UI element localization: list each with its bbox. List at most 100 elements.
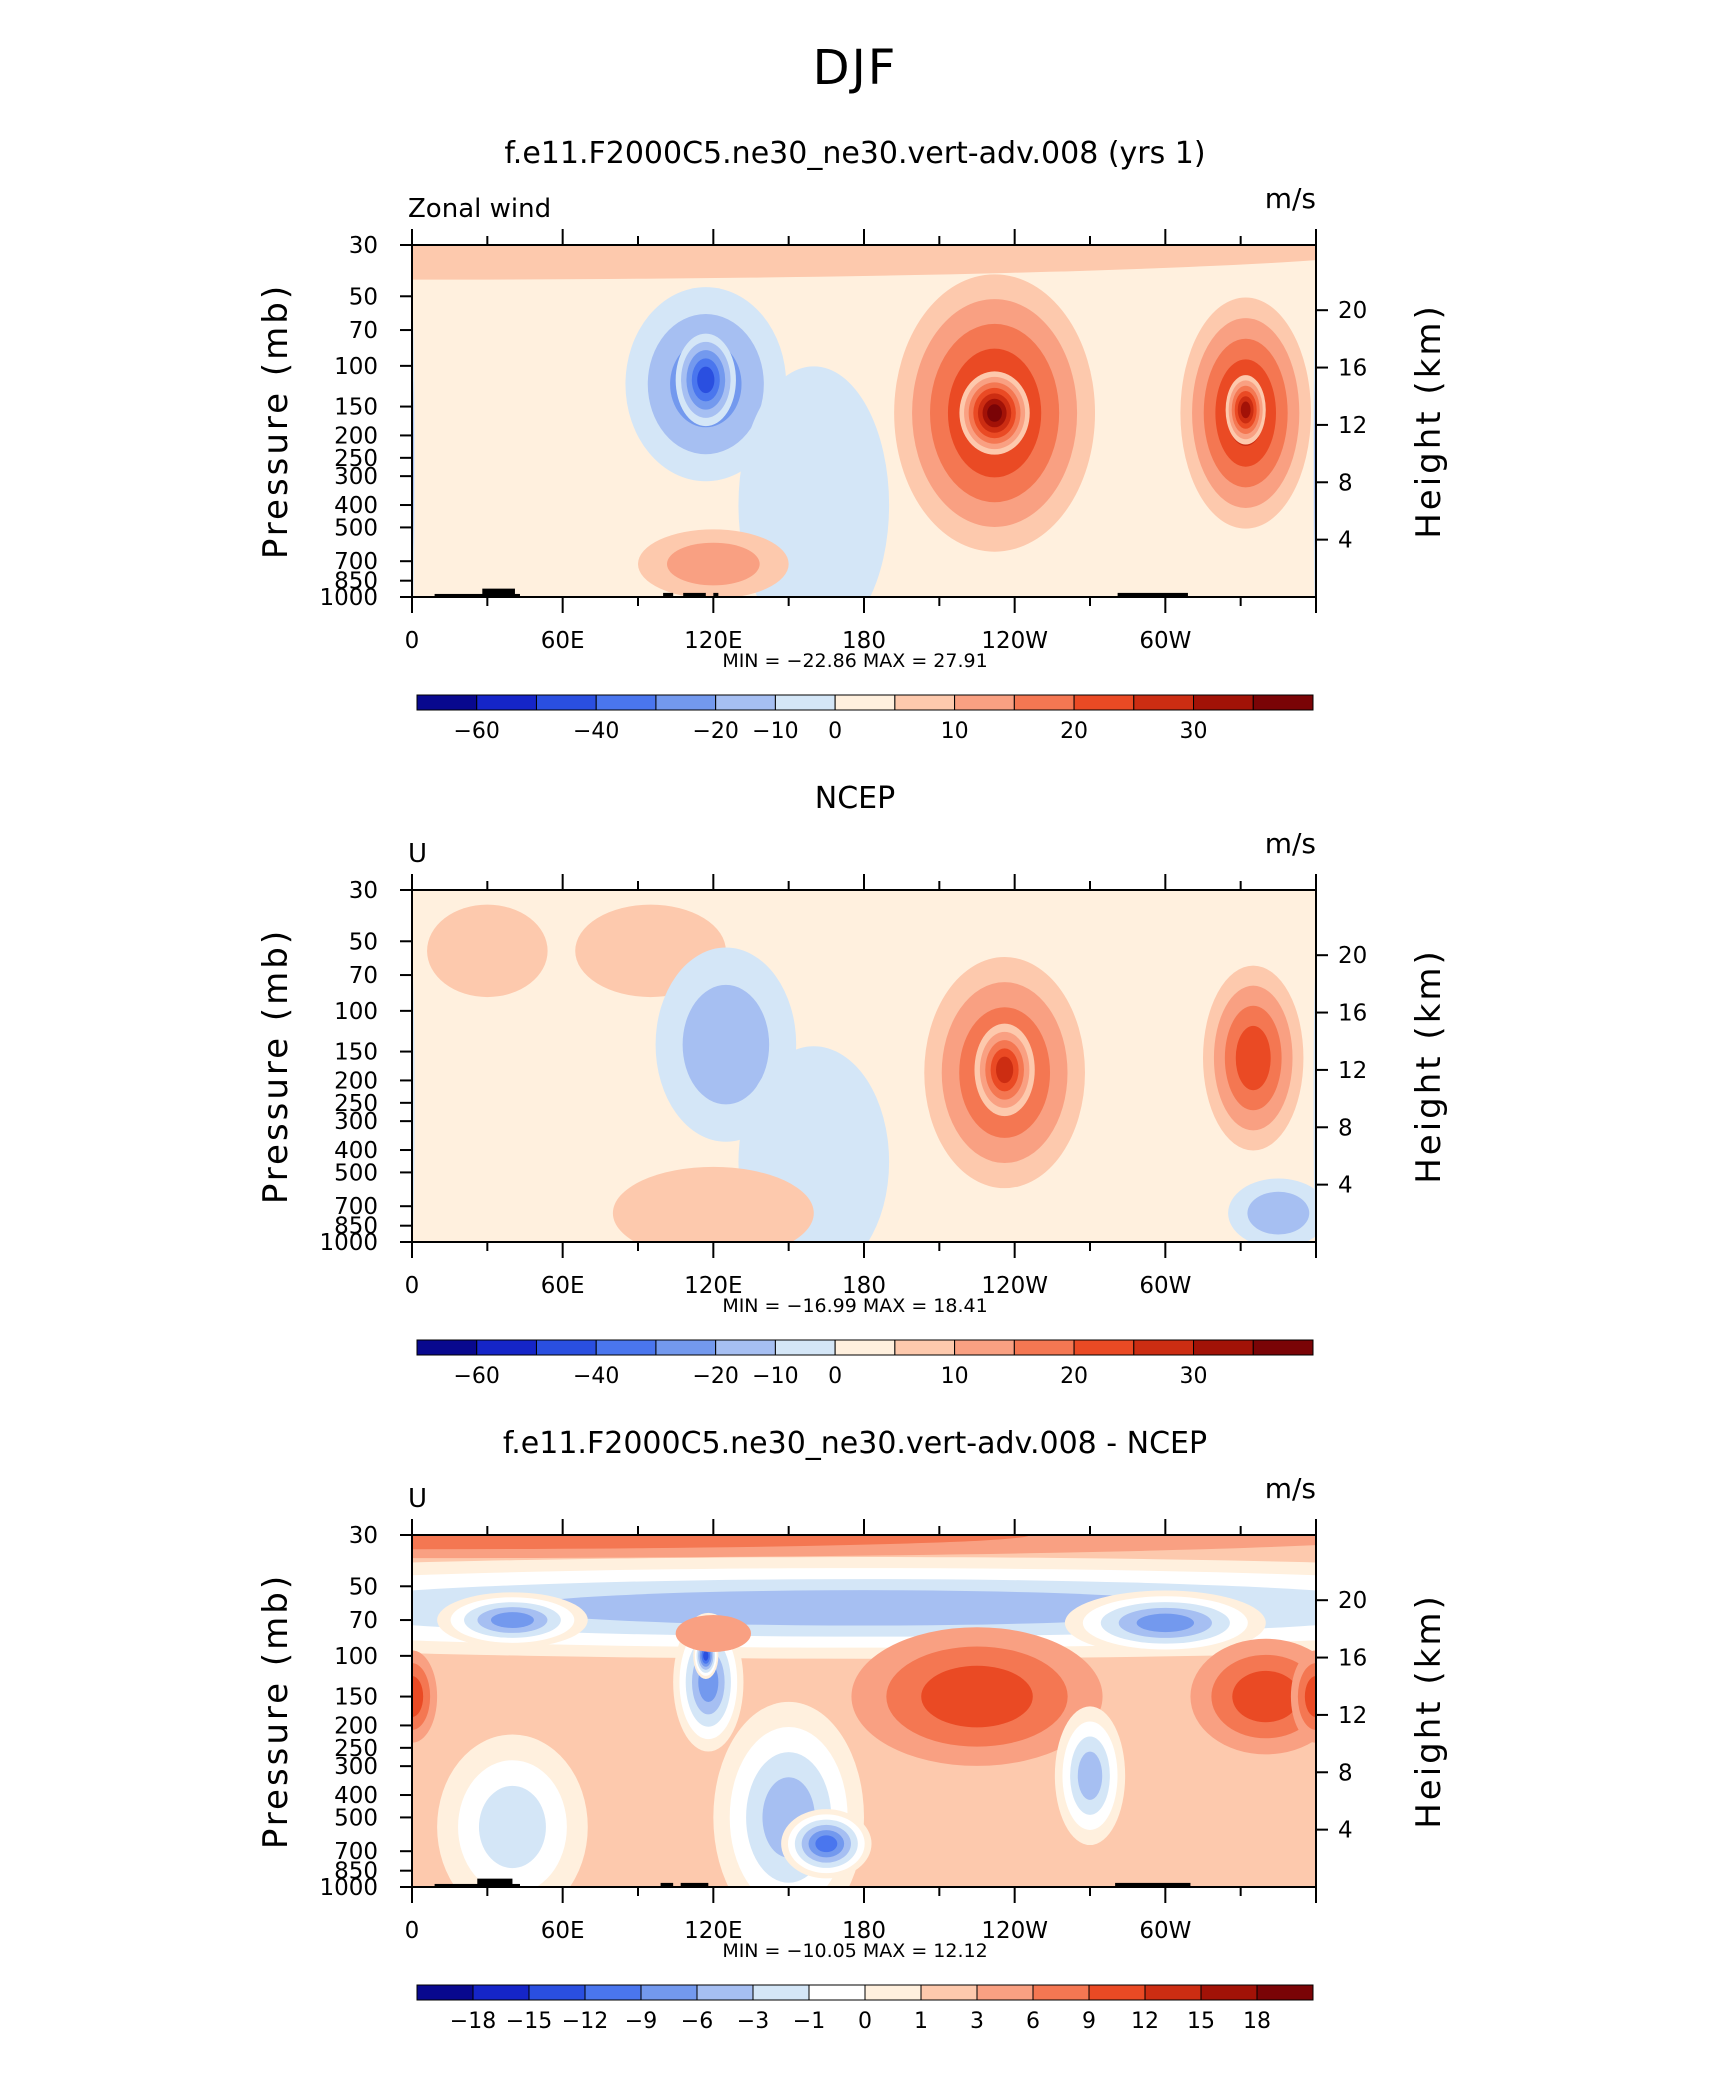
- colorbar-swatch: [1088, 1984, 1146, 2001]
- panel-title: NCEP: [815, 781, 895, 816]
- colorbar-swatch: [808, 1984, 866, 2001]
- colorbar-label: −12: [562, 2009, 608, 2034]
- main-title: DJF: [812, 40, 898, 96]
- y2-tick-label: 8: [1338, 1760, 1353, 1786]
- colorbar-swatch: [416, 694, 478, 711]
- y-tick-label: 500: [334, 1805, 378, 1831]
- min-max-stats: MIN = −10.05 MAX = 12.12: [722, 1940, 987, 1962]
- y-tick-label: 500: [334, 515, 378, 541]
- colorbar-swatch: [476, 1339, 537, 1356]
- colorbar-label: −9: [625, 2009, 657, 2034]
- colorbar-swatch: [1252, 694, 1314, 711]
- y-tick-label: 400: [334, 1138, 378, 1164]
- y-tick-label: 250: [334, 446, 378, 472]
- y-tick-label: 50: [349, 284, 378, 310]
- colorbar-swatch: [1200, 1984, 1258, 2001]
- y2-tick-label: 20: [1338, 298, 1367, 324]
- min-max-stats: MIN = −16.99 MAX = 18.41: [722, 1295, 987, 1317]
- panel-3: f.e11.F2000C5.ne30_ne30.vert-adv.008 - N…: [256, 1426, 1449, 2034]
- y2-tick-label: 20: [1338, 1588, 1367, 1614]
- colorbar-label: 0: [828, 719, 842, 744]
- colorbar-swatch: [472, 1984, 530, 2001]
- contour-field: [412, 1535, 1316, 1887]
- colorbar-label: −40: [573, 719, 619, 744]
- y-tick-label: 700: [334, 1194, 378, 1220]
- topography-mask: [663, 592, 674, 597]
- colorbar-label: 1: [914, 2009, 928, 2034]
- colorbar-swatch: [1013, 1339, 1075, 1356]
- y2-tick-label: 20: [1338, 943, 1367, 969]
- contour-region: [996, 1056, 1014, 1084]
- y-tick-label: 300: [334, 464, 378, 490]
- contour-region: [703, 1650, 709, 1661]
- units-label: m/s: [1265, 1472, 1316, 1505]
- y2-axis-title: Height (km): [1409, 303, 1449, 539]
- colorbar-label: −3: [737, 2009, 769, 2034]
- x-tick-label: 60E: [541, 1273, 585, 1299]
- colorbar-label: −20: [692, 719, 738, 744]
- contour-region: [412, 245, 1316, 280]
- x-tick-label: 120E: [684, 1918, 742, 1944]
- colorbar-swatch: [528, 1984, 586, 2001]
- units-label: m/s: [1265, 827, 1316, 860]
- topography-mask: [713, 592, 719, 597]
- contour-region: [815, 1835, 838, 1853]
- colorbar-swatch: [1193, 694, 1254, 711]
- y-tick-label: 150: [334, 395, 378, 421]
- y-tick-label: 300: [334, 1109, 378, 1135]
- colorbar-label: 10: [941, 1364, 969, 1389]
- y2-axis-title: Height (km): [1409, 948, 1449, 1184]
- y2-tick-label: 16: [1338, 1001, 1367, 1027]
- colorbar-swatch: [976, 1984, 1034, 2001]
- colorbar-label: −60: [454, 1364, 500, 1389]
- colorbar: −18 −15 −12 −9 −6 −3 −1 0 1 3 6 9 12 15 18: [416, 1984, 1314, 2034]
- x-tick-label: 60W: [1139, 1273, 1191, 1299]
- y-tick-label: 200: [334, 1713, 378, 1739]
- colorbar-label: 12: [1131, 2009, 1159, 2034]
- x-tick-label: 60W: [1139, 1918, 1191, 1944]
- y-tick-label: 850: [334, 1214, 378, 1240]
- colorbar-label: −10: [752, 719, 798, 744]
- y-tick-label: 400: [334, 1783, 378, 1809]
- topography-mask: [1115, 1882, 1191, 1887]
- topography-mask: [477, 1878, 513, 1887]
- x-tick-label: 0: [405, 628, 420, 654]
- contour-region: [612, 1166, 814, 1242]
- x-tick-label: 120W: [981, 1918, 1048, 1944]
- y2-tick-label: 4: [1338, 528, 1353, 554]
- variable-label: U: [408, 839, 427, 869]
- colorbar-swatch: [774, 694, 836, 711]
- panel-title: f.e11.F2000C5.ne30_ne30.vert-adv.008 (yr…: [504, 136, 1205, 171]
- contour-region: [412, 1535, 1030, 1550]
- y-tick-label: 100: [334, 354, 378, 380]
- colorbar-label: 20: [1060, 1364, 1088, 1389]
- colorbar-swatch: [1073, 694, 1135, 711]
- y-tick-label: 150: [334, 1040, 378, 1066]
- y-tick-label: 700: [334, 549, 378, 575]
- colorbar-swatch: [1193, 1339, 1254, 1356]
- colorbar-label: 6: [1026, 2009, 1040, 2034]
- contour-region: [1247, 1191, 1310, 1235]
- y2-tick-label: 12: [1338, 413, 1367, 439]
- contour-field: [412, 890, 1316, 1242]
- topography-mask: [680, 1882, 709, 1887]
- colorbar-swatch: [595, 1339, 657, 1356]
- y2-tick-label: 12: [1338, 1703, 1367, 1729]
- contour-region: [412, 1676, 424, 1718]
- colorbar-swatch: [1252, 1339, 1314, 1356]
- y-tick-label: 850: [334, 1859, 378, 1885]
- variable-label: U: [408, 1484, 427, 1514]
- y-tick-label: 400: [334, 493, 378, 519]
- contour-region: [666, 542, 760, 586]
- x-tick-label: 60E: [541, 628, 585, 654]
- x-tick-label: 120E: [684, 1273, 742, 1299]
- x-tick-label: 180: [842, 1273, 886, 1299]
- x-tick-label: 60E: [541, 1918, 585, 1944]
- contour-region: [1240, 401, 1251, 419]
- colorbar-swatch: [894, 1339, 956, 1356]
- x-tick-label: 0: [405, 1918, 420, 1944]
- colorbar-label: 0: [858, 2009, 872, 2034]
- contour-region: [490, 1612, 534, 1628]
